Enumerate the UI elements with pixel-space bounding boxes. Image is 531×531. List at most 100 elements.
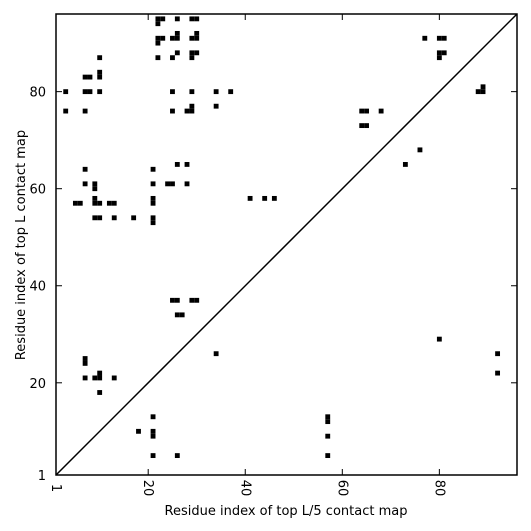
contact-cell-lower bbox=[213, 351, 219, 357]
x-axis-label: Residue index of top L/5 contact map bbox=[165, 504, 408, 519]
contact-cell-upper bbox=[174, 312, 180, 318]
contact-cell-upper bbox=[92, 200, 98, 206]
contact-cell-upper bbox=[155, 21, 161, 27]
contact-cell-upper bbox=[189, 50, 195, 56]
contact-cell-upper bbox=[160, 16, 166, 22]
contact-cell-upper bbox=[72, 200, 78, 206]
contact-cell-upper bbox=[189, 297, 195, 303]
contact-cell-upper bbox=[97, 215, 103, 221]
y-tick-label: 20 bbox=[29, 377, 46, 392]
contact-cell-lower bbox=[436, 336, 442, 342]
contact-cell-upper bbox=[92, 195, 98, 201]
y-tick-label: 80 bbox=[29, 86, 46, 101]
contact-cell-upper bbox=[364, 123, 369, 129]
contact-cell-upper bbox=[131, 215, 137, 221]
contact-cell-upper bbox=[82, 166, 88, 172]
contact-cell-upper bbox=[174, 297, 180, 303]
contact-cell-upper bbox=[106, 200, 112, 206]
contact-cell-lower bbox=[82, 360, 88, 366]
contact-cell-lower bbox=[325, 419, 331, 425]
contact-cell-upper bbox=[170, 108, 175, 114]
contact-cell-upper bbox=[150, 200, 156, 206]
contact-cell-upper bbox=[150, 215, 156, 221]
contact-cell-upper bbox=[97, 89, 103, 95]
diagonal-line bbox=[55, 13, 518, 476]
contact-cell-upper bbox=[150, 195, 156, 201]
contact-cell-upper bbox=[82, 89, 88, 95]
contact-cell-upper bbox=[111, 200, 117, 206]
contact-cell-upper bbox=[63, 108, 69, 114]
contact-cell-upper bbox=[97, 69, 103, 75]
contact-cell-upper bbox=[170, 55, 175, 61]
contact-cell-upper bbox=[155, 16, 161, 22]
contact-cells bbox=[63, 16, 501, 459]
contact-cell-upper bbox=[475, 89, 481, 95]
contact-cell-upper bbox=[247, 195, 253, 201]
contact-cell-upper bbox=[150, 220, 156, 226]
contact-cell-lower bbox=[325, 414, 331, 420]
contact-cell-upper bbox=[189, 55, 195, 61]
contact-cell-upper bbox=[189, 89, 195, 95]
contact-cell-upper bbox=[402, 162, 408, 167]
contact-cell-upper bbox=[359, 108, 365, 114]
x-tick-label: 20 bbox=[140, 480, 155, 497]
contact-cell-upper bbox=[97, 74, 103, 80]
contact-cell-upper bbox=[82, 108, 88, 114]
contact-cell-upper bbox=[189, 16, 195, 22]
contact-cell-lower bbox=[150, 433, 156, 439]
contact-cell-upper bbox=[184, 181, 190, 187]
y-axis-label: Residue index of top L contact map bbox=[14, 130, 29, 360]
contact-cell-upper bbox=[150, 181, 156, 187]
contact-cell-upper bbox=[213, 89, 219, 95]
contact-cell-upper bbox=[189, 35, 195, 41]
contact-cell-upper bbox=[436, 55, 442, 61]
contact-cell-upper bbox=[155, 35, 161, 41]
contact-cell-lower bbox=[97, 390, 103, 395]
contact-cell-upper bbox=[194, 35, 200, 41]
x-tick-label: 1 bbox=[48, 484, 63, 492]
contact-cell-upper bbox=[87, 74, 93, 80]
contact-cell-upper bbox=[165, 181, 171, 187]
contact-cell-upper bbox=[87, 89, 93, 95]
contact-cell-upper bbox=[422, 35, 428, 41]
contact-cell-upper bbox=[111, 215, 117, 221]
x-tick-label: 60 bbox=[334, 480, 349, 497]
contact-cell-upper bbox=[194, 50, 200, 56]
contact-cell-upper bbox=[155, 40, 161, 46]
contact-cell-upper bbox=[436, 50, 442, 56]
contact-cell-upper bbox=[160, 35, 166, 41]
contact-cell-upper bbox=[194, 30, 200, 36]
contact-cell-upper bbox=[213, 103, 219, 109]
contact-cell-lower bbox=[136, 428, 141, 434]
contact-cell-upper bbox=[174, 16, 180, 22]
contact-cell-lower bbox=[150, 428, 156, 434]
contact-cell-upper bbox=[359, 123, 365, 129]
contact-cell-upper bbox=[364, 108, 369, 114]
contact-cell-upper bbox=[194, 297, 200, 303]
contact-cell-lower bbox=[82, 356, 88, 361]
contact-cell-upper bbox=[92, 181, 98, 187]
contact-cell-upper bbox=[92, 215, 98, 221]
contact-cell-upper bbox=[179, 312, 185, 318]
y-tick-label: 60 bbox=[29, 183, 46, 198]
contact-cell-upper bbox=[63, 89, 69, 95]
contact-cell-lower bbox=[325, 453, 331, 459]
contact-cell-lower bbox=[150, 453, 156, 459]
contact-cell-lower bbox=[82, 375, 88, 381]
contact-cell-upper bbox=[378, 108, 384, 114]
contact-cell-upper bbox=[77, 200, 83, 206]
x-tick-label: 40 bbox=[237, 480, 252, 497]
contact-cell-upper bbox=[436, 35, 442, 41]
contact-cell-upper bbox=[174, 50, 180, 56]
contact-cell-lower bbox=[150, 414, 156, 420]
contact-cell-upper bbox=[417, 147, 423, 153]
x-tick-label: 80 bbox=[431, 480, 446, 497]
contact-cell-upper bbox=[97, 55, 103, 61]
contact-cell-upper bbox=[441, 50, 447, 56]
contact-cell-upper bbox=[480, 84, 486, 90]
contact-cell-upper bbox=[174, 35, 180, 41]
contact-cell-upper bbox=[92, 186, 98, 192]
y-tick-label: 1 bbox=[38, 469, 46, 484]
contact-cell-upper bbox=[271, 195, 277, 201]
